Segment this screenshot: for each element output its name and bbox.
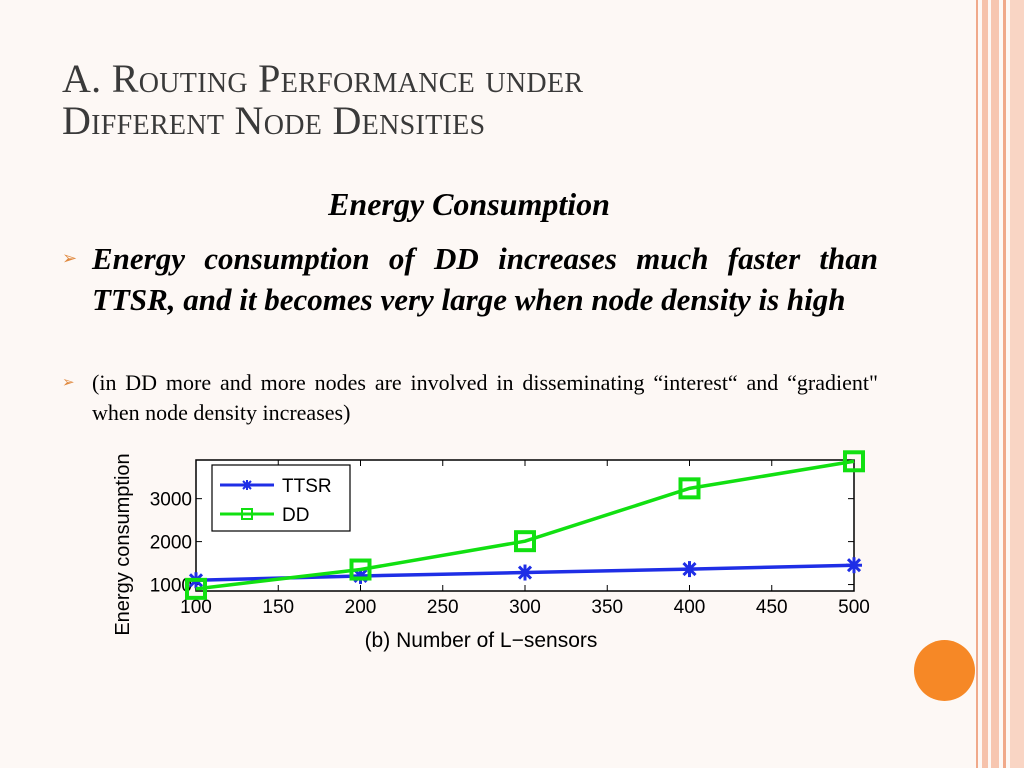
y-tick-label: 2000 <box>150 533 192 554</box>
legend-box <box>211 464 351 532</box>
x-tick-label: 200 <box>345 597 377 618</box>
data-point-dd <box>678 477 701 500</box>
bullet-arrow-icon: ➢ <box>62 248 78 268</box>
bullet-text: Energy consumption of DD increases much … <box>92 241 878 317</box>
bullet-arrow-icon: ➢ <box>62 375 75 391</box>
decor-orange-circle <box>914 640 975 701</box>
x-tick-label: 250 <box>427 597 459 618</box>
slide-title: A. Routing Performance under Different N… <box>62 58 942 142</box>
decor-stripe <box>1010 0 1024 768</box>
decor-stripe <box>982 0 988 768</box>
x-tick-label: 450 <box>756 597 788 618</box>
legend-label-ttsr: TTSR <box>282 476 332 497</box>
data-point-dd <box>514 530 536 553</box>
x-tick-label: 350 <box>591 597 623 618</box>
y-tick-label: 3000 <box>150 490 192 511</box>
data-point-ttsr <box>846 557 862 574</box>
x-tick-label: 500 <box>838 597 870 618</box>
legend-marker-dd <box>241 508 253 520</box>
data-point-ttsr <box>517 564 533 581</box>
energy-consumption-chart: 100 150 200 250 300 350 400 450 500 1000 2000 3000 (… <box>112 450 870 652</box>
x-tick-label: 150 <box>262 597 294 618</box>
data-point-ttsr <box>681 561 698 578</box>
slide-subheading: Energy Consumption <box>328 186 610 222</box>
bullet-item: ➢ (in DD more and more nodes are involve… <box>62 368 878 428</box>
decor-stripe <box>976 0 978 768</box>
y-tick-label: 1000 <box>150 576 192 597</box>
x-tick-label: 300 <box>509 597 541 618</box>
data-point-dd <box>843 450 865 473</box>
x-tick-label: 100 <box>180 597 212 618</box>
slide-title-line-2: Different Node Densities <box>62 98 486 143</box>
legend-marker-ttsr <box>242 480 252 490</box>
bullet-text: (in DD more and more nodes are involved … <box>92 370 878 425</box>
decor-stripe <box>1003 0 1006 768</box>
legend-label-dd: DD <box>282 505 309 526</box>
bullet-item: ➢ Energy consumption of DD increases muc… <box>62 238 878 320</box>
data-point-dd <box>185 577 207 600</box>
decor-stripe <box>991 0 999 768</box>
slide-title-line-1: A. Routing Performance under <box>62 56 584 101</box>
y-axis-label: Energy consumption <box>112 453 134 635</box>
x-axis-label: (b) Number of L−sensors <box>365 629 598 652</box>
data-point-dd <box>349 558 372 581</box>
series-line-dd <box>195 459 855 591</box>
x-tick-label: 400 <box>674 597 706 618</box>
